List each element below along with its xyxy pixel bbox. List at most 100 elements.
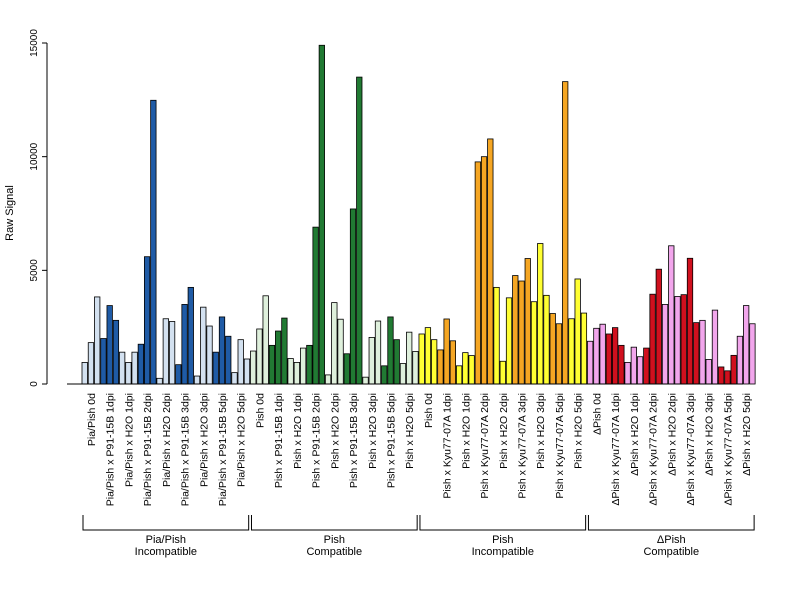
category-label: Pish x H2O 1dpi: [292, 393, 304, 469]
bar: [605, 333, 612, 385]
bar: [549, 313, 556, 385]
bar: [424, 327, 432, 385]
bar: [343, 353, 350, 385]
group-bracket: [419, 515, 587, 531]
bar: [599, 323, 606, 385]
bar: [668, 245, 675, 385]
category-label: Pish x Kyu77-07A 1dpi: [442, 393, 454, 499]
bar: [749, 323, 756, 385]
bar: [218, 316, 226, 385]
bar: [431, 339, 438, 385]
bar: [612, 327, 619, 385]
bar: [624, 362, 631, 385]
group-label-line1: Pia/Pish: [146, 534, 186, 546]
bar: [718, 366, 725, 385]
bar: [437, 349, 444, 385]
bar: [193, 375, 201, 385]
bar: [275, 330, 282, 385]
bar: [661, 304, 669, 385]
bar: [530, 301, 538, 385]
bar: [119, 351, 126, 385]
bar: [699, 319, 706, 385]
bar: [499, 360, 506, 385]
category-label: Pia/Pish x H2O 1dpi: [123, 393, 135, 487]
bar: [468, 355, 475, 385]
category-label: Pia/Pish x H2O 5dpi: [236, 393, 248, 487]
group-bracket: [82, 515, 250, 531]
bar: [643, 347, 650, 385]
bar: [150, 99, 157, 385]
group-label-line2: Incompatible: [135, 546, 197, 558]
bar: [686, 257, 694, 385]
bar: [462, 352, 469, 385]
bar: [562, 81, 569, 385]
bar: [156, 377, 163, 385]
group-label-line1: Pish: [324, 534, 345, 546]
bar: [374, 320, 382, 385]
category-label: ΔPish 0d: [591, 393, 603, 435]
bar: [474, 161, 481, 385]
bar: [162, 318, 169, 385]
y-axis-label: Raw Signal: [4, 185, 16, 241]
bar: [356, 76, 363, 385]
group-label-line2: Compatible: [643, 546, 699, 558]
category-label: Pia/Pish x P91-15B 2dpi: [142, 393, 154, 506]
bar: [206, 325, 213, 385]
category-label: Pish x P91-15B 5dpi: [385, 393, 397, 488]
category-label: ΔPish x Kyu77-07A 1dpi: [610, 393, 622, 506]
category-label: Pish x Kyu77-07A 2dpi: [479, 393, 491, 499]
bar: [200, 306, 207, 385]
category-label: Pish x H2O 5dpi: [404, 393, 416, 469]
bar: [250, 350, 257, 385]
bar: [412, 351, 419, 385]
bar: [106, 305, 113, 385]
y-tick-label: 0: [29, 381, 40, 387]
bar: [512, 275, 519, 385]
y-axis: 0 5000 10000 15000: [29, 29, 48, 387]
bar: [630, 346, 637, 385]
category-label: Pia/Pish x H2O 3dpi: [198, 393, 210, 487]
bar: [324, 374, 332, 385]
bar: [587, 340, 594, 385]
bar: [143, 256, 151, 385]
bar: [299, 347, 307, 385]
category-label: Pia/Pish x P91-15B 1dpi: [105, 393, 117, 506]
category-label: Pish 0d: [254, 393, 266, 428]
bar: [168, 321, 176, 385]
bar: [724, 370, 731, 385]
bar: [480, 156, 488, 385]
group-label-line1: ΔPish: [657, 534, 686, 546]
category-label: ΔPish x Kyu77-07A 2dpi: [648, 393, 660, 506]
bar: [256, 328, 263, 385]
bar: [293, 362, 301, 385]
bar: [524, 258, 531, 385]
bar: [137, 343, 145, 385]
bar: [243, 358, 251, 385]
bar: [674, 296, 681, 385]
bar: [568, 318, 575, 385]
bar: [574, 278, 581, 385]
bar: [112, 319, 120, 385]
category-label: ΔPish x H2O 2dpi: [666, 393, 678, 476]
bar: [618, 344, 625, 385]
category-label: ΔPish x H2O 5dpi: [741, 393, 753, 476]
group-bracket: [250, 515, 418, 531]
category-label: Pia/Pish x P91-15B 5dpi: [217, 393, 229, 506]
category-label: Pia/Pish x H2O 2dpi: [161, 393, 173, 487]
category-label: Pish x H2O 5dpi: [573, 393, 585, 469]
bar: [281, 317, 288, 385]
category-label: ΔPish x Kyu77-07A 3dpi: [685, 393, 697, 506]
bar: [393, 339, 400, 385]
category-label: ΔPish x Kyu77-07A 5dpi: [722, 393, 734, 506]
bar: [262, 295, 269, 385]
bar: [649, 293, 656, 385]
category-label: Pia/Pish x P91-15B 3dpi: [180, 393, 192, 506]
bar: [381, 365, 388, 385]
bar: [368, 336, 375, 385]
bar: [175, 364, 182, 385]
bar: [443, 318, 450, 385]
bar: [87, 342, 95, 385]
category-label: Pish x P91-15B 3dpi: [348, 393, 360, 488]
bar: [543, 294, 550, 385]
